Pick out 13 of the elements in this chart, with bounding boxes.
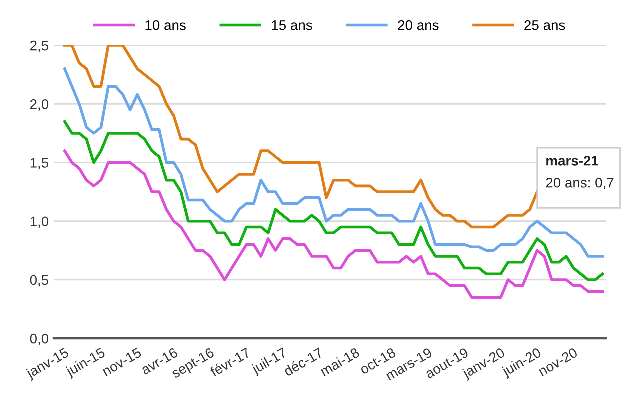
y-tick-label: 0,5 [30, 275, 49, 287]
y-tick-label: 1,5 [30, 158, 49, 170]
y-tick-label: 1,0 [30, 216, 49, 228]
legend-label: 25 ans [524, 20, 566, 30]
legend-label: 20 ans [398, 20, 439, 30]
y-tick-label: 2,5 [30, 40, 49, 52]
legend-label: 15 ans [272, 20, 312, 30]
annotation: 20 ans: 0,7 [546, 178, 614, 190]
line-series [63, 46, 539, 229]
annotation: mars-21 [546, 156, 599, 166]
legend-label: 10 ans [146, 20, 186, 30]
y-tick-label: 2,0 [30, 99, 49, 111]
y-tick-label: 0,0 [30, 334, 49, 346]
